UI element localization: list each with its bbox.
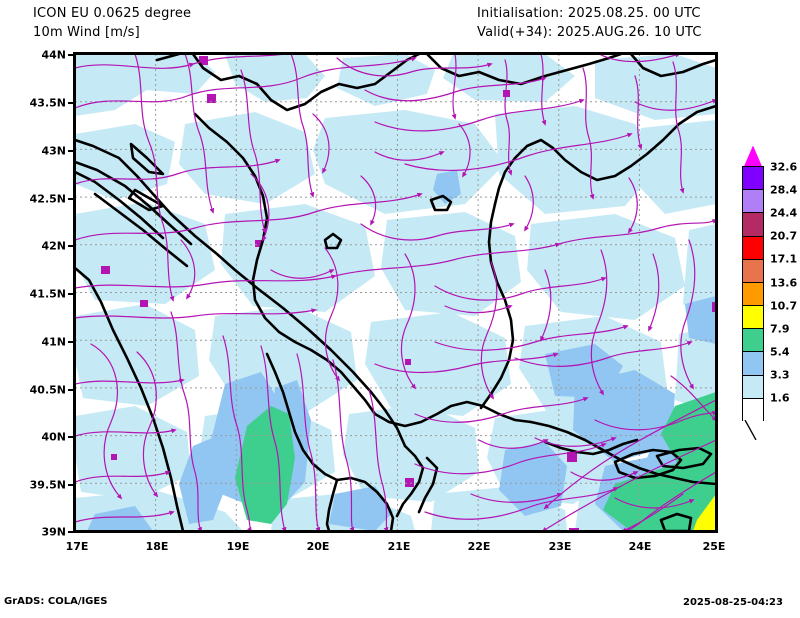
- grads-credit: GrADS: COLA/IGES: [4, 596, 108, 607]
- colorbar-segment-1.6-3.3: [743, 375, 763, 399]
- speed-shading-layer: [75, 54, 716, 531]
- colorbar-segment-20.7-24.4: [743, 213, 763, 237]
- colorbar-segment-7.9-10.7: [743, 306, 763, 330]
- colorbar-label-13.6: 13.6: [770, 276, 798, 290]
- xtick-label-24e: 24E: [628, 540, 652, 553]
- ytick-mark: [68, 198, 73, 200]
- field-title: 10m Wind [m/s]: [33, 25, 140, 40]
- valid-time-text: Valid(+34): 2025.AUG.26. 10 UTC: [477, 25, 702, 40]
- ytick-label-425n: 42.5N: [29, 192, 66, 206]
- ytick-mark: [68, 150, 73, 152]
- colorbar-label-1.6: 1.6: [770, 391, 790, 405]
- generated-stamp: 2025-08-25-04:23: [683, 597, 783, 608]
- ytick-label-435n: 43.5N: [29, 96, 66, 110]
- ytick-mark: [68, 531, 73, 533]
- ytick-mark: [68, 293, 73, 295]
- ytick-label-41n: 41N: [41, 335, 66, 349]
- xtick-label-20e: 20E: [306, 540, 330, 553]
- colorbar-gradient: [742, 166, 764, 422]
- colorbar-segment-13.6-17.1: [743, 259, 763, 283]
- colorbar-underflow-tail: [744, 420, 757, 440]
- wind-streamline-layer: [75, 54, 716, 531]
- ytick-mark: [68, 102, 73, 104]
- ytick-label-42n: 42N: [41, 239, 66, 253]
- colorbar-label-28.4: 28.4: [770, 183, 798, 197]
- map-plot-area[interactable]: [73, 52, 718, 533]
- colorbar: 32.6 28.4 24.4 20.7 17.1 13.6 10.7 7.9 5…: [742, 146, 798, 440]
- ytick-label-43n: 43N: [41, 144, 66, 158]
- xtick-label-23e: 23E: [548, 540, 572, 553]
- colorbar-segment-10.7-13.6: [743, 282, 763, 307]
- ytick-label-395n: 39.5N: [29, 478, 66, 492]
- xtick-label-22e: 22E: [467, 540, 491, 553]
- colorbar-segment-below-1.6: [743, 398, 763, 422]
- colorbar-label-5.4: 5.4: [770, 345, 790, 359]
- xtick-label-17e: 17E: [65, 540, 89, 553]
- initialisation-text: Initialisation: 2025.08.25. 00 UTC: [477, 6, 701, 21]
- lat-lon-grid: [75, 54, 716, 531]
- ytick-label-415n: 41.5N: [29, 287, 66, 301]
- colorbar-segment-3.3-5.4: [743, 352, 763, 376]
- colorbar-label-7.9: 7.9: [770, 322, 790, 336]
- colorbar-label-17.1: 17.1: [770, 252, 798, 266]
- ytick-label-40n: 40N: [41, 430, 66, 444]
- xtick-label-19e: 19E: [226, 540, 250, 553]
- colorbar-label-24.4: 24.4: [770, 206, 798, 220]
- model-title: ICON EU 0.0625 degree: [33, 6, 192, 21]
- ytick-mark: [68, 389, 73, 391]
- colorbar-label-32.6: 32.6: [770, 160, 798, 174]
- colorbar-segment-5.4-7.9: [743, 329, 763, 353]
- map-canvas: [75, 54, 716, 531]
- ytick-mark: [68, 341, 73, 343]
- ytick-label-405n: 40.5N: [29, 383, 66, 397]
- ytick-mark: [68, 54, 73, 56]
- colorbar-segment-17.1-20.7: [743, 236, 763, 260]
- colorbar-segment-24.4-28.4: [743, 190, 763, 214]
- ytick-label-39n: 39N: [41, 525, 66, 539]
- xtick-label-25e: 25E: [702, 540, 726, 553]
- colorbar-label-20.7: 20.7: [770, 229, 798, 243]
- xtick-label-18e: 18E: [145, 540, 169, 553]
- colorbar-label-3.3: 3.3: [770, 368, 790, 382]
- ytick-mark: [68, 245, 73, 247]
- ytick-mark: [68, 484, 73, 486]
- ytick-mark: [68, 436, 73, 438]
- ytick-label-44n: 44N: [41, 48, 66, 62]
- xtick-label-21e: 21E: [387, 540, 411, 553]
- colorbar-label-10.7: 10.7: [770, 299, 798, 313]
- colorbar-overflow-arrow: [743, 146, 763, 167]
- colorbar-segment-28.4-32.6: [743, 167, 763, 191]
